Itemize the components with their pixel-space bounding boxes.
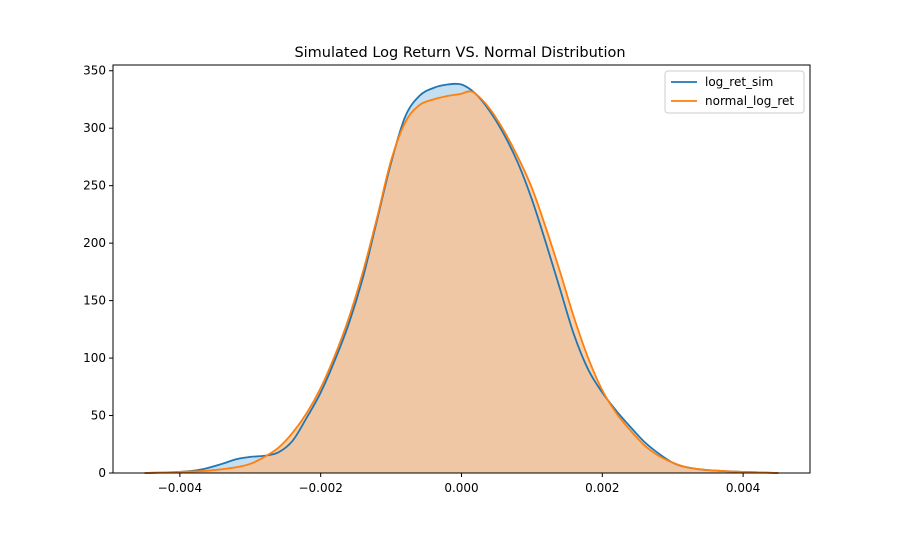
x-tick-label: −0.002 — [298, 481, 342, 495]
area-normal_log_ret — [144, 91, 779, 473]
x-tick-label: −0.004 — [158, 481, 202, 495]
y-tick-label: 50 — [91, 409, 106, 423]
legend-box — [664, 70, 805, 114]
line-log_ret_sim — [144, 82, 779, 474]
y-tick-label: 250 — [83, 179, 106, 193]
x-tick-label: 0.002 — [585, 481, 619, 495]
x-tick-label: 0.000 — [444, 481, 478, 495]
legend-label-log_ret_sim: log_ret_sim — [705, 75, 773, 89]
legend-label-normal_log_ret: normal_log_ret — [705, 94, 794, 108]
chart-title: Simulated Log Return VS. Normal Distribu… — [294, 45, 625, 61]
line-normal_log_ret — [144, 90, 779, 474]
y-tick-label: 200 — [83, 236, 106, 250]
y-tick-label: 100 — [83, 351, 106, 365]
legend: log_ret_sim normal_log_ret — [664, 70, 805, 114]
y-tick-label: 150 — [83, 294, 106, 308]
tick-layer: −0.004 −0.002 0.000 0.002 0.004 0 50 100 150 200 2… — [83, 64, 760, 495]
y-tick-label: 0 — [98, 466, 106, 480]
y-tick-label: 300 — [83, 121, 106, 135]
x-tick-label: 0.004 — [726, 481, 760, 495]
plot-area — [144, 82, 779, 474]
y-tick-label: 350 — [83, 64, 106, 78]
